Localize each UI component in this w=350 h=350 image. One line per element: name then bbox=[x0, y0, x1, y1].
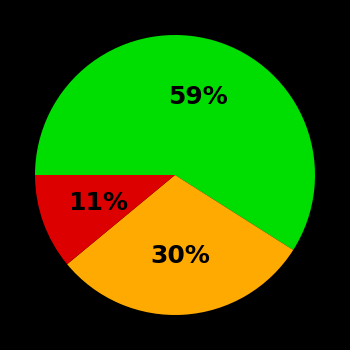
Wedge shape bbox=[35, 35, 315, 250]
Wedge shape bbox=[67, 175, 293, 315]
Text: 30%: 30% bbox=[150, 244, 210, 268]
Text: 59%: 59% bbox=[168, 85, 228, 109]
Text: 11%: 11% bbox=[69, 190, 128, 215]
Wedge shape bbox=[35, 175, 175, 264]
